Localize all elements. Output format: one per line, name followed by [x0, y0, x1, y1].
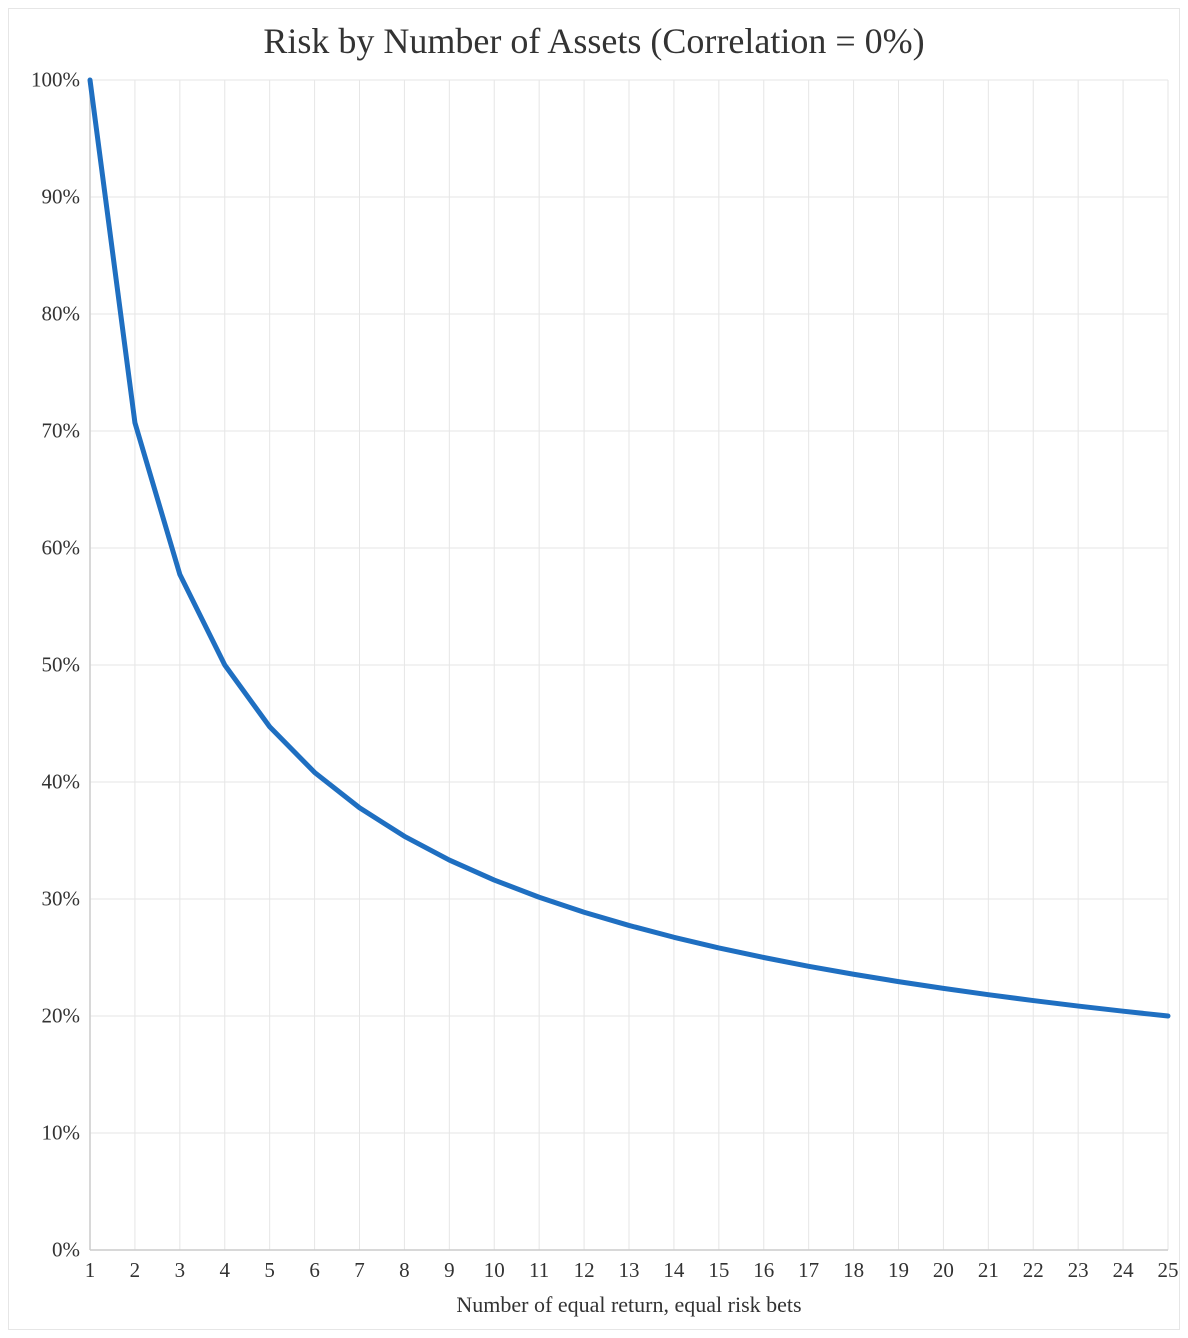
x-tick-label: 18 — [843, 1258, 864, 1283]
x-tick-label: 10 — [484, 1258, 505, 1283]
x-tick-label: 25 — [1158, 1258, 1179, 1283]
x-tick-label: 24 — [1113, 1258, 1134, 1283]
x-tick-label: 8 — [399, 1258, 410, 1283]
y-tick-label: 100% — [31, 68, 80, 93]
y-tick-label: 40% — [42, 770, 81, 795]
y-tick-label: 10% — [42, 1121, 81, 1146]
y-tick-label: 30% — [42, 887, 81, 912]
y-tick-label: 90% — [42, 185, 81, 210]
y-tick-label: 80% — [42, 302, 81, 327]
x-tick-label: 12 — [574, 1258, 595, 1283]
x-tick-label: 21 — [978, 1258, 999, 1283]
x-tick-label: 23 — [1068, 1258, 1089, 1283]
x-tick-label: 6 — [309, 1258, 320, 1283]
x-tick-label: 20 — [933, 1258, 954, 1283]
x-axis-title: Number of equal return, equal risk bets — [90, 1292, 1168, 1318]
plot-svg — [90, 80, 1168, 1250]
x-tick-label: 17 — [798, 1258, 819, 1283]
chart-title: Risk by Number of Assets (Correlation = … — [0, 20, 1188, 62]
x-tick-label: 1 — [85, 1258, 96, 1283]
chart-container: Risk by Number of Assets (Correlation = … — [0, 0, 1188, 1338]
x-tick-label: 16 — [753, 1258, 774, 1283]
y-tick-label: 50% — [42, 653, 81, 678]
y-tick-label: 0% — [52, 1238, 80, 1263]
y-tick-label: 70% — [42, 419, 81, 444]
y-tick-label: 60% — [42, 536, 81, 561]
x-tick-label: 15 — [708, 1258, 729, 1283]
x-tick-label: 5 — [264, 1258, 275, 1283]
x-tick-label: 7 — [354, 1258, 365, 1283]
x-tick-label: 19 — [888, 1258, 909, 1283]
x-tick-label: 9 — [444, 1258, 455, 1283]
x-tick-label: 3 — [175, 1258, 186, 1283]
x-tick-label: 22 — [1023, 1258, 1044, 1283]
x-tick-label: 11 — [529, 1258, 549, 1283]
x-tick-label: 2 — [130, 1258, 141, 1283]
x-tick-label: 14 — [663, 1258, 684, 1283]
x-tick-label: 4 — [220, 1258, 231, 1283]
plot-area: Number of equal return, equal risk bets … — [90, 80, 1168, 1250]
y-tick-label: 20% — [42, 1004, 81, 1029]
x-tick-label: 13 — [619, 1258, 640, 1283]
